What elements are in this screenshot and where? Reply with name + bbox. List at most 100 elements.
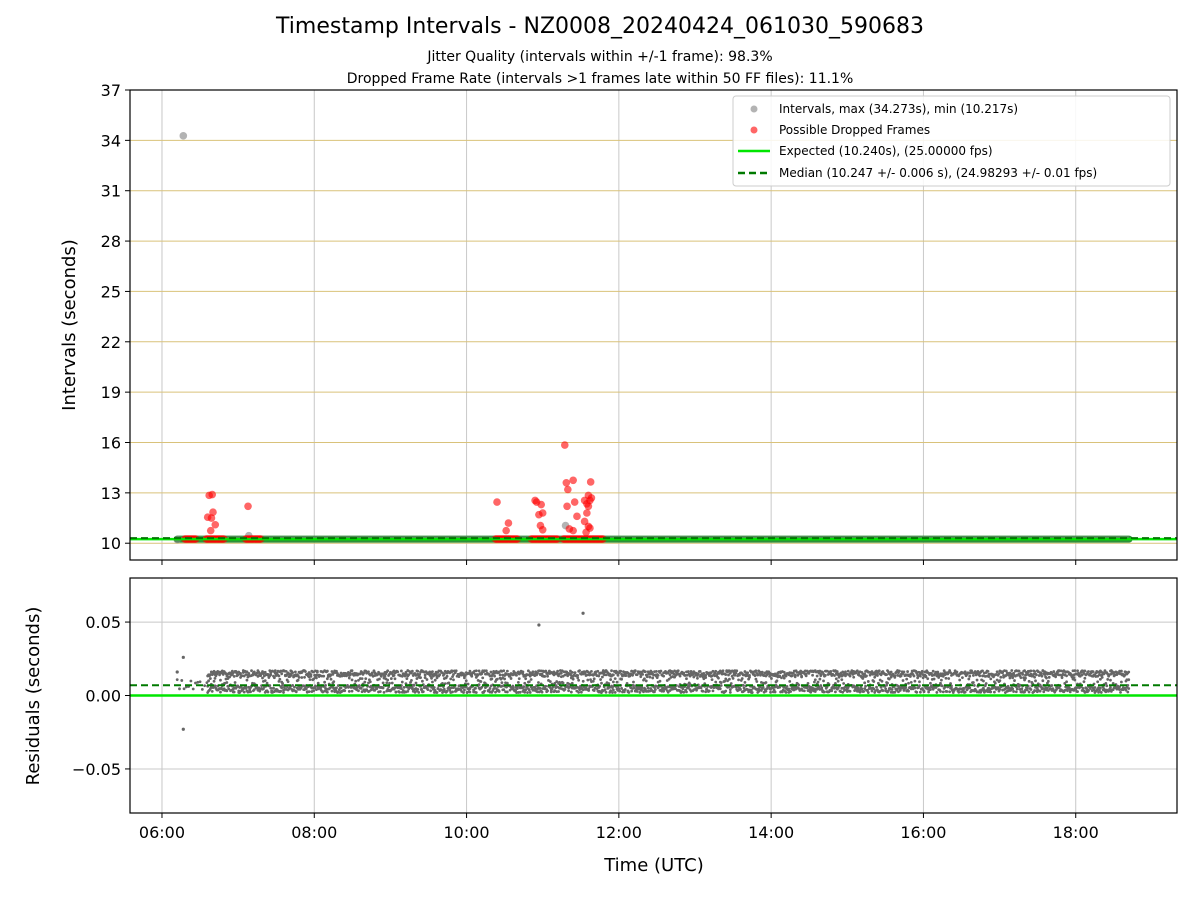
residual-point [866,691,870,694]
residual-point [1040,674,1044,678]
residual-point [350,669,354,673]
residual-point [1098,677,1102,681]
residual-point [468,690,472,694]
residual-point [632,686,636,690]
legend-dropped-marker [750,126,758,134]
residual-point [997,672,1001,675]
residual-point [627,691,631,694]
residual-point [423,673,427,677]
residual-point [489,670,493,674]
residual-point [623,688,627,691]
residual-point [269,686,273,690]
residual-point [373,688,377,692]
residual-point [955,670,959,674]
residual-point [1126,690,1130,694]
residual-point [561,681,565,685]
residual-point [410,679,413,682]
residual-point [666,671,670,675]
residual-point [812,680,816,684]
residual-point [1104,682,1108,685]
residual-point [357,679,360,682]
residual-point [523,690,527,694]
residual-point [441,681,444,685]
residual-point [728,688,732,691]
residual-point [873,675,877,679]
residual-point [818,677,822,681]
residual-point [1127,678,1131,682]
residual-point [266,690,270,694]
residual-point [415,677,419,680]
residuals-x-tick-label: 16:00 [900,823,946,842]
residual-point [225,689,229,693]
residual-point [404,670,408,674]
residual-point [601,675,604,679]
residual-point [655,676,659,680]
residual-point [1098,688,1101,692]
residual-point [823,690,826,694]
residual-point [245,670,249,674]
residual-point [249,690,253,694]
dropped-frame-point [209,508,217,516]
residual-point [754,677,758,681]
residual-point [835,670,839,673]
residual-point [904,686,908,689]
residual-point [1014,690,1018,694]
residual-point [912,674,916,678]
residual-point [1109,678,1112,682]
residual-point [833,674,836,677]
residual-point [815,674,819,678]
dropped-frame-point [244,502,252,511]
residual-point [470,674,474,678]
residual-point [784,674,788,678]
residual-point [403,674,407,678]
residual-point [887,677,891,681]
residual-point [704,676,708,679]
residual-point [219,678,222,682]
residual-point [685,677,688,681]
residual-point [483,689,486,693]
residual-point [586,678,590,682]
residual-point [354,679,358,683]
residual-point [549,690,553,694]
residual-point [451,690,454,694]
residual-point [658,679,662,683]
residual-point [528,674,532,678]
residual-point [1087,670,1090,673]
residual-point [941,690,945,694]
residual-point [1127,687,1131,690]
residual-point [386,678,390,682]
residual-point [1033,670,1037,673]
residual-point [931,669,935,673]
residual-point [567,689,570,693]
residual-point [863,681,867,685]
residual-point [463,676,466,680]
residual-point [269,673,273,677]
residual-point [978,674,982,678]
residual-point [203,684,207,688]
intervals-y-tick-label: 10 [101,534,121,553]
residual-point [577,678,581,682]
residual-point [858,690,862,694]
residual-point [958,678,962,682]
residual-point [526,691,529,694]
residual-point [695,688,698,692]
residual-point [312,689,316,693]
residual-point [577,691,581,694]
residual-point [215,672,219,676]
residual-point [881,689,885,693]
residual-point [898,688,902,692]
residual-point [556,669,560,673]
residual-point [414,681,418,685]
residual-point [1052,670,1056,673]
residual-point [240,685,243,689]
residual-point [1081,686,1085,690]
residual-point [523,681,527,685]
residual-point [490,677,494,681]
residual-point [464,679,468,683]
residual-point [901,679,905,682]
residuals-x-tick-label: 12:00 [596,823,642,842]
residual-point [1042,690,1046,694]
intervals-y-tick-label: 25 [101,282,121,301]
residual-point [797,683,801,687]
